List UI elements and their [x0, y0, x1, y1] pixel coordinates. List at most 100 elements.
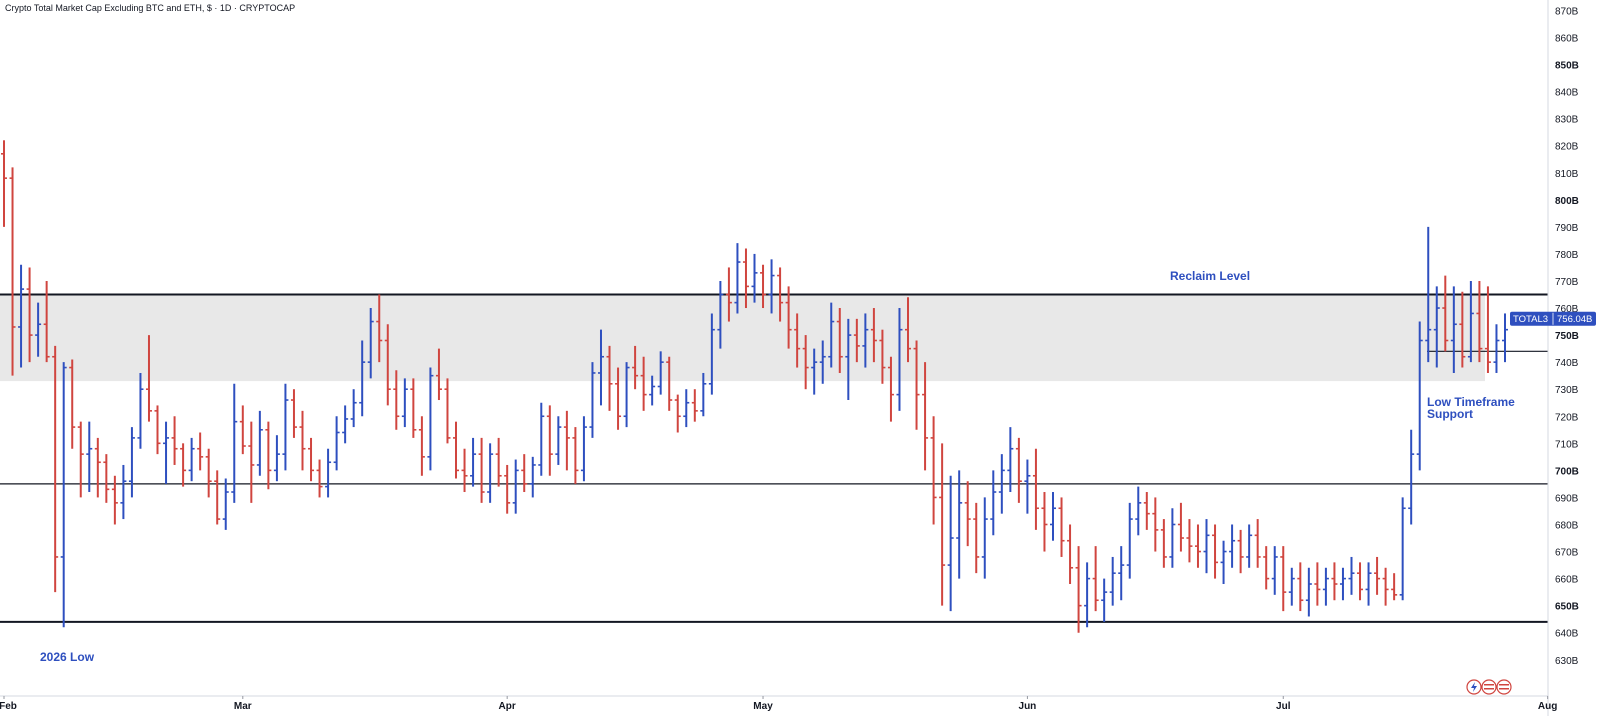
ohlc-bar-6: [52, 345, 59, 593]
flag-icon: [1481, 679, 1497, 695]
x-tick-jun: Jun: [1019, 701, 1037, 712]
y-tick-720: 720B: [1555, 412, 1579, 423]
ohlc-bar-70: [597, 329, 604, 406]
ohlc-bar-95: [811, 348, 818, 395]
time-axis: FebMarAprMayJunJulAugSep: [0, 696, 1557, 712]
ohlc-bar-154: [1314, 562, 1321, 606]
ohlc-bar-167: [1425, 226, 1432, 363]
x-tick-jul: Jul: [1276, 701, 1291, 712]
ohlc-bar-30: [256, 410, 263, 476]
ohlc-bar-156: [1331, 562, 1338, 601]
ohlc-bar-0: [1, 140, 7, 227]
ohlc-bar-145: [1237, 529, 1244, 574]
current-price-tag[interactable]: TOTAL3 756.04B: [1510, 311, 1596, 326]
ohlc-bar-9: [77, 421, 84, 498]
ohlc-bar-126: [1075, 546, 1082, 633]
ohlc-bar-158: [1348, 556, 1355, 595]
ohlc-bar-27: [231, 383, 238, 503]
ohlc-bar-163: [1391, 573, 1398, 601]
ohlc-bar-41: [350, 389, 357, 428]
ohlc-bar-161: [1374, 556, 1381, 595]
ohlc-bar-68: [580, 416, 587, 482]
y-tick-870: 870B: [1555, 6, 1579, 17]
ohlc-bar-150: [1280, 546, 1287, 612]
ohlc-bar-96: [819, 340, 826, 384]
ohlc-bar-88: [751, 253, 758, 303]
ohlc-bar-165: [1408, 429, 1415, 525]
ohlc-bar-23: [197, 432, 204, 471]
y-tick-820: 820B: [1555, 142, 1579, 153]
y-tick-840: 840B: [1555, 88, 1579, 99]
ohlc-bar-47: [401, 378, 408, 428]
ohlc-bar-106: [905, 297, 912, 363]
ohlc-bar-82: [700, 372, 707, 417]
ohlc-bar-120: [1024, 459, 1031, 514]
low-timeframe-support-label-line2: Support: [1427, 407, 1473, 421]
ohlc-bar-147: [1254, 519, 1261, 568]
ohlc-bar-67: [572, 427, 579, 484]
ohlc-bar-121: [1032, 448, 1039, 530]
ohlc-bar-142: [1212, 524, 1219, 579]
ohlc-bar-162: [1382, 567, 1389, 606]
ohlc-bar-8: [69, 359, 76, 449]
ohlc-bar-122: [1041, 492, 1048, 552]
ohlc-bar-11: [94, 437, 101, 498]
ohlc-bar-17: [145, 335, 152, 422]
reclaim-zone: [0, 294, 1485, 382]
ohlc-bar-3: [26, 267, 33, 363]
ohlc-bar-85: [725, 267, 732, 322]
ohlc-bar-5: [43, 280, 50, 363]
y-tick-660: 660B: [1555, 575, 1579, 586]
y-tick-800: 800B: [1555, 196, 1579, 207]
y-tick-730: 730B: [1555, 385, 1579, 396]
low-2026-label: 2026 Low: [40, 650, 95, 664]
ohlc-bar-15: [128, 427, 135, 498]
ohlc-bar-64: [546, 405, 553, 476]
x-tick-apr: Apr: [499, 701, 516, 712]
ohlc-bar-51: [435, 348, 442, 401]
chart-title: Crypto Total Market Cap Excluding BTC an…: [5, 3, 295, 13]
ohlc-bar-169: [1442, 275, 1449, 352]
reclaim-level-label: Reclaim Level: [1170, 269, 1250, 283]
ohlc-bar-53: [453, 421, 460, 479]
ohlc-bar-69: [589, 362, 596, 438]
ohlc-bar-77: [657, 351, 664, 395]
ohlc-bar-80: [683, 389, 690, 428]
ohlc-bar-133: [1135, 486, 1142, 536]
ohlc-bar-32: [273, 435, 280, 482]
ohlc-bar-99: [845, 318, 852, 401]
ohlc-bar-84: [717, 280, 724, 349]
ohlc-bar-149: [1271, 546, 1278, 595]
ohlc-bar-87: [742, 248, 749, 309]
ohlc-bar-173: [1476, 280, 1483, 363]
ohlc-bar-10: [86, 421, 93, 493]
ohlc-bar-60: [512, 459, 519, 514]
ohlc-bar-111: [947, 475, 954, 612]
ohlc-bar-73: [623, 362, 630, 428]
ohlc-bar-49: [418, 416, 425, 476]
ohlc-bar-110: [939, 443, 946, 606]
ohlc-bar-134: [1143, 492, 1150, 530]
ohlc-bar-166: [1416, 321, 1423, 471]
y-tick-650: 650B: [1555, 602, 1579, 613]
y-tick-640: 640B: [1555, 629, 1579, 640]
ohlc-bar-175: [1493, 324, 1500, 373]
ohlc-bar-101: [862, 313, 869, 368]
ohlc-bar-14: [120, 464, 127, 520]
ohlc-bar-93: [794, 313, 801, 368]
ohlc-bar-78: [666, 356, 673, 411]
low-timeframe-support-label-line1: Low Timeframe: [1427, 395, 1515, 409]
ohlc-bar-19: [163, 421, 170, 484]
price-tag-symbol: TOTAL3: [1513, 314, 1548, 325]
ohlc-bar-71: [606, 345, 613, 411]
x-tick-aug: Aug: [1538, 701, 1557, 712]
ohlc-bar-90: [768, 259, 775, 314]
ohlc-bar-138: [1177, 502, 1184, 552]
y-tick-810: 810B: [1555, 169, 1579, 180]
ohlc-bar-105: [896, 308, 903, 411]
price-axis: 870B 860B 850B 840B 830B 820B 810B 800B 790B 780B…: [1555, 6, 1579, 666]
ohlc-bar-1: [9, 167, 16, 376]
ohlc-bar-146: [1246, 524, 1253, 568]
ohlc-bar-26: [222, 478, 229, 530]
ohlc-bar-57: [487, 443, 494, 503]
